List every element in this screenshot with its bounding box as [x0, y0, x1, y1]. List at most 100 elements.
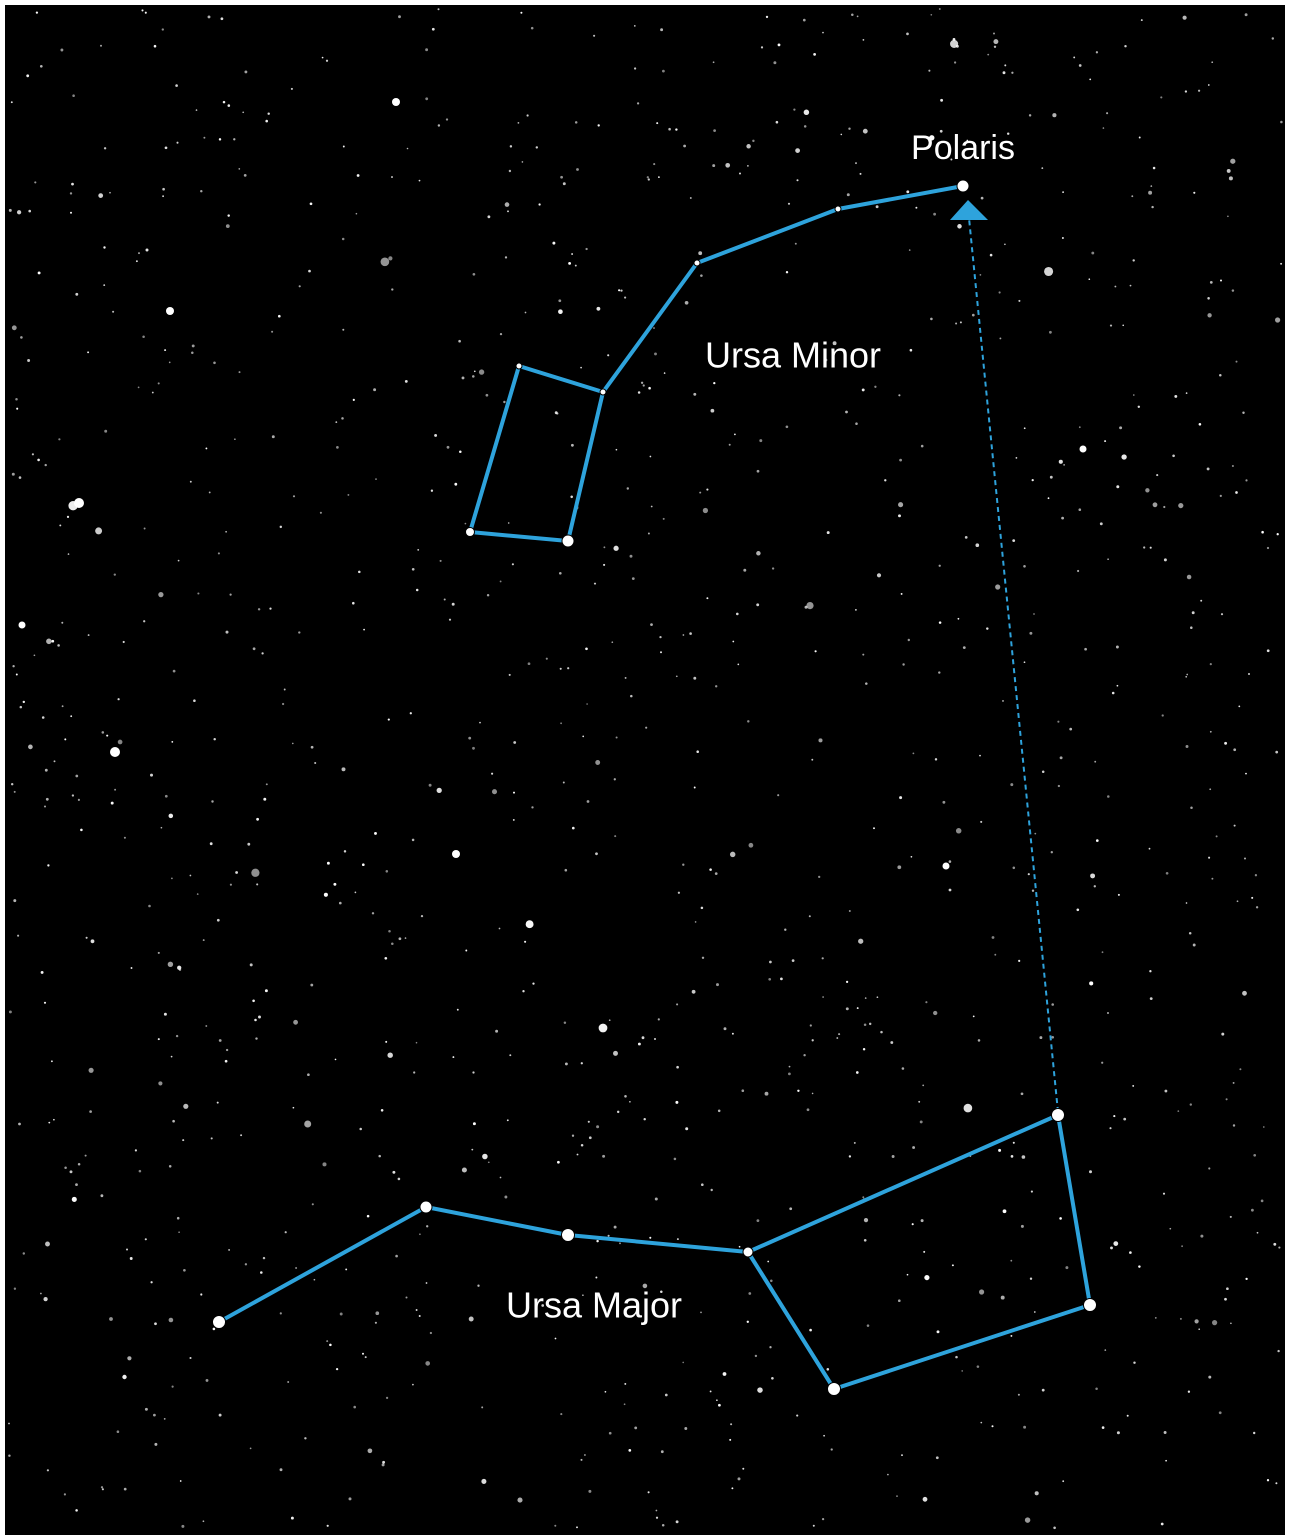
- star: [249, 963, 253, 967]
- star: [1165, 871, 1169, 875]
- star: [648, 386, 651, 390]
- star: [189, 1356, 192, 1360]
- star: [593, 582, 597, 585]
- star: [855, 609, 857, 611]
- star: [1278, 1246, 1281, 1249]
- star: [1116, 684, 1119, 687]
- star: [507, 522, 510, 524]
- star: [456, 1008, 459, 1011]
- star: [71, 182, 74, 186]
- star: [1148, 847, 1151, 850]
- star: [660, 1450, 664, 1454]
- star: [482, 1153, 488, 1160]
- star: [195, 109, 198, 111]
- star: [26, 74, 30, 78]
- star: [511, 563, 514, 566]
- star: [371, 912, 375, 915]
- star: [163, 1417, 166, 1420]
- star: [100, 1194, 104, 1198]
- star: [1004, 243, 1006, 246]
- star: [1208, 856, 1211, 859]
- polaris-label: Polaris: [911, 129, 1015, 167]
- star: [795, 148, 800, 153]
- star: [103, 284, 106, 286]
- star: [481, 1478, 487, 1484]
- star: [1207, 297, 1210, 300]
- star: [811, 1039, 814, 1042]
- star: [595, 852, 598, 856]
- star: [409, 712, 412, 715]
- star: [942, 862, 950, 870]
- star: [381, 1463, 385, 1467]
- star: [1238, 705, 1241, 708]
- star: [953, 61, 957, 64]
- star: [158, 1081, 163, 1086]
- star: [178, 1231, 180, 1234]
- star: [1261, 530, 1264, 534]
- star: [44, 463, 47, 467]
- star: [1163, 558, 1167, 562]
- star: [700, 906, 704, 910]
- ursa-minor-lines: [468, 184, 965, 543]
- star: [178, 968, 182, 971]
- star: [999, 337, 1002, 340]
- star: [1053, 1526, 1056, 1530]
- star: [748, 842, 754, 848]
- star: [213, 737, 216, 741]
- star: [171, 741, 174, 743]
- star: [1030, 1190, 1033, 1193]
- star: [311, 1203, 314, 1206]
- star: [28, 209, 31, 213]
- star: [182, 1139, 185, 1142]
- star: [862, 1048, 866, 1051]
- star: [1104, 1349, 1107, 1351]
- star: [271, 330, 274, 333]
- star: [874, 385, 877, 388]
- star: [570, 495, 573, 499]
- star: [326, 861, 330, 865]
- star: [168, 361, 171, 364]
- star: [498, 927, 501, 930]
- star: [200, 189, 203, 193]
- star: [1156, 474, 1159, 477]
- star: [532, 982, 535, 985]
- star: [822, 31, 824, 34]
- star: [211, 800, 214, 803]
- star: [1271, 37, 1275, 40]
- star: [562, 781, 565, 784]
- star: [716, 983, 719, 987]
- star: [1012, 539, 1016, 542]
- star: [822, 996, 824, 998]
- star: [499, 580, 502, 583]
- star: [85, 936, 88, 939]
- star: [1160, 96, 1163, 99]
- star: [642, 1283, 648, 1289]
- star: [98, 193, 104, 198]
- star: [411, 567, 415, 571]
- star: [1010, 783, 1014, 787]
- star: [114, 788, 117, 791]
- star: [1185, 902, 1188, 904]
- star: [531, 806, 534, 809]
- star: [898, 514, 901, 518]
- star: [897, 865, 902, 870]
- star: [706, 488, 709, 491]
- star: [177, 559, 180, 562]
- star: [1010, 1155, 1014, 1158]
- star: [1039, 1036, 1043, 1040]
- star: [962, 646, 966, 649]
- star: [64, 738, 67, 741]
- star: [1090, 873, 1096, 879]
- star: [1224, 1297, 1227, 1301]
- star: [189, 480, 192, 483]
- star: [322, 1162, 327, 1167]
- star: [333, 882, 337, 886]
- ursa-major-lines: [217, 1113, 1092, 1391]
- star: [938, 621, 942, 624]
- star: [673, 1157, 677, 1161]
- star: [558, 309, 563, 315]
- star: [873, 827, 875, 830]
- star: [461, 1167, 467, 1173]
- star: [803, 1054, 806, 1057]
